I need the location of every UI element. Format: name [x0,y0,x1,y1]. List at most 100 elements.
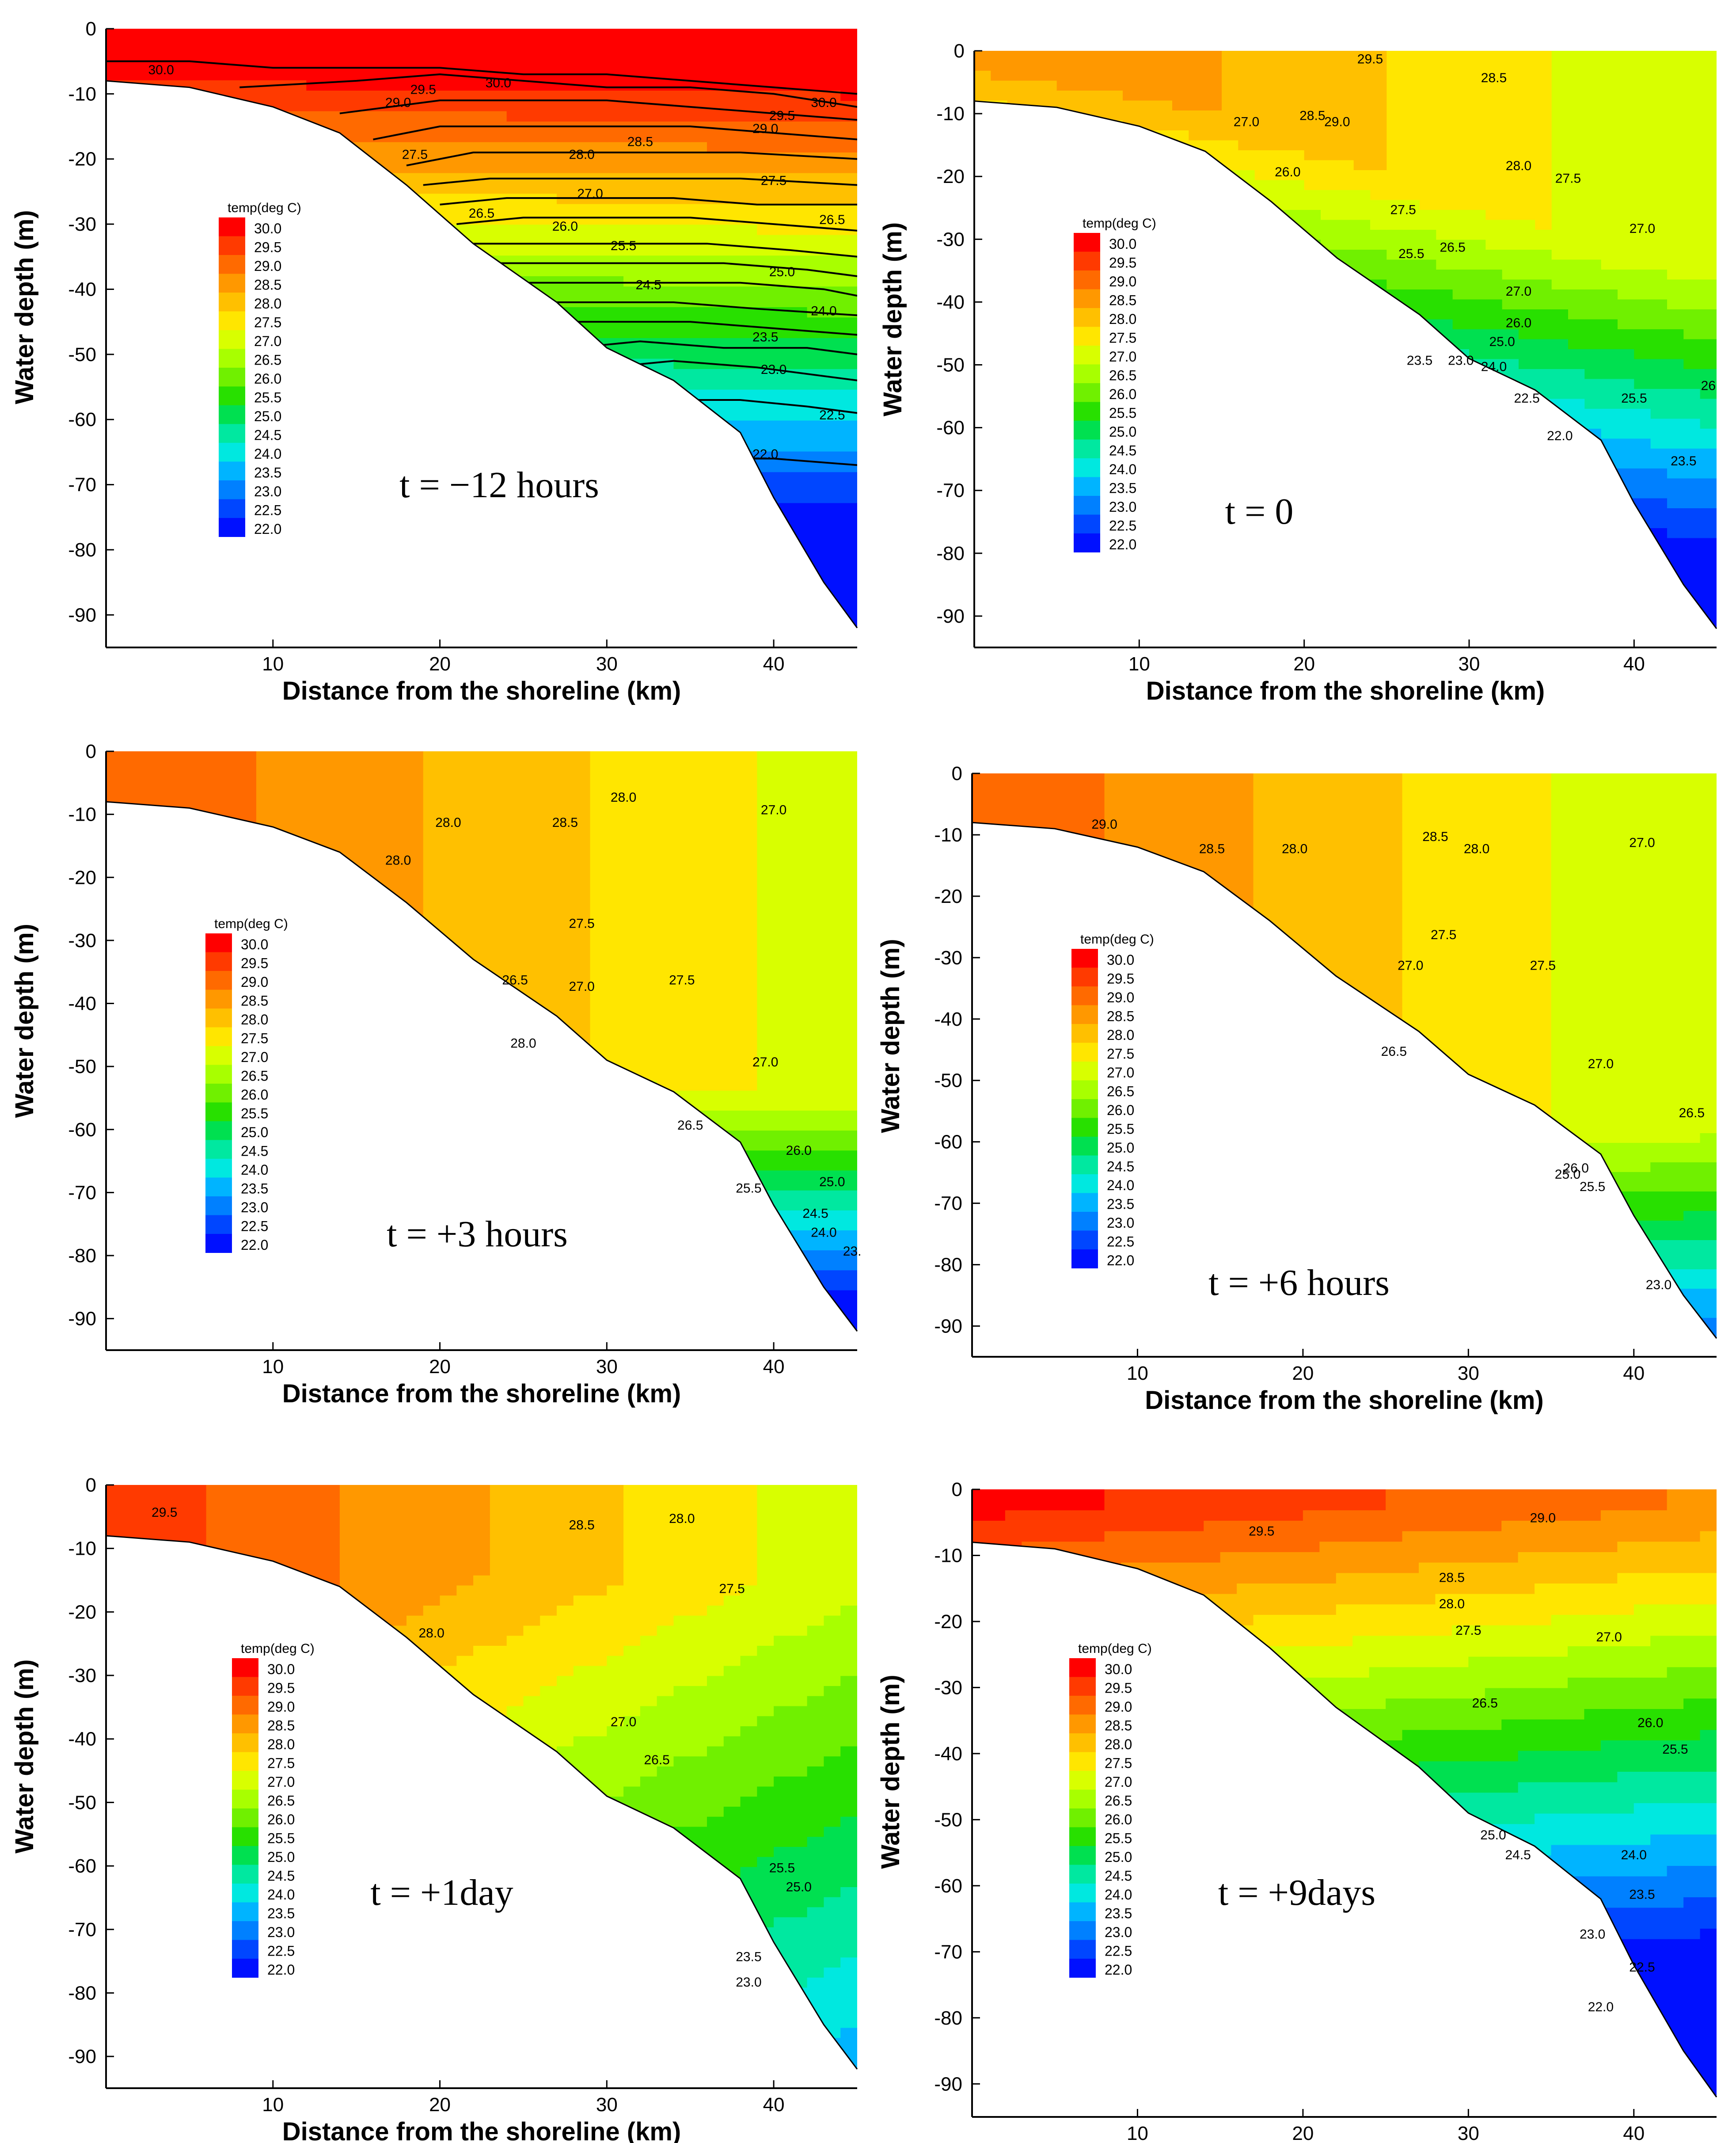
field-cell [1155,240,1173,250]
field-cell [1304,598,1321,608]
field-cell [490,225,507,236]
field-cell [256,544,274,555]
field-cell [740,369,758,380]
field-cell [707,451,724,462]
field-cell [373,338,391,349]
field-cell [657,183,674,194]
field-cell [1288,468,1305,479]
field-cell [1189,80,1206,91]
field-cell [1238,240,1255,250]
field-cell [1024,339,1041,350]
field-cell [1222,369,1239,380]
field-cell [506,348,524,359]
field-cell [1436,588,1453,598]
field-cell [1403,369,1420,380]
field-cell [156,627,174,628]
field-cell [356,286,374,297]
field-cell [1056,80,1074,91]
field-cell [1337,419,1354,429]
field-cell [373,327,391,339]
field-cell [573,132,591,143]
field-cell [824,389,841,400]
field-cell [256,49,274,60]
field-cell [1403,200,1420,210]
field-cell [1205,319,1222,330]
field-cell [173,596,190,607]
field-cell [373,379,391,390]
field-cell [1551,468,1569,479]
field-cell [1288,638,1304,648]
field-cell [824,606,841,617]
field-cell [1271,379,1288,389]
field-cell [590,266,608,277]
field-cell [289,338,307,349]
field-cell [406,555,424,566]
field-cell [189,70,207,81]
field-cell [1353,259,1371,270]
field-cell [1040,608,1057,618]
field-cell [1040,429,1057,439]
field-cell [356,225,374,236]
field-cell [456,575,474,586]
field-cell [1452,468,1470,479]
field-cell [1304,568,1321,579]
field-cell [723,575,741,586]
field-cell [156,29,174,40]
field-cell [306,235,324,246]
field-cell [1106,180,1123,190]
field-cell [623,183,641,194]
field-cell [1353,180,1371,190]
field-cell [440,49,457,60]
field-cell [1205,588,1222,598]
field-cell [1420,220,1437,230]
field-cell [1337,200,1354,210]
field-cell [173,441,190,452]
field-cell [590,637,608,648]
field-cell [1420,498,1437,509]
field-cell [790,235,808,246]
field-cell [1056,498,1074,509]
field-cell [1387,379,1404,389]
field-cell [122,431,140,442]
field-cell [490,637,507,648]
field-cell [540,225,557,236]
field-cell [1353,170,1371,181]
field-cell [991,638,1007,648]
field-cell [974,588,991,598]
field-cell [557,245,574,256]
field-cell [1353,548,1371,559]
field-cell [607,132,624,143]
field-cell [974,71,991,81]
field-cell [590,513,608,524]
field-cell [1420,468,1437,479]
field-cell [1502,71,1519,81]
field-cell [1172,329,1189,340]
field-cell [1271,160,1288,171]
field-cell [1123,80,1140,91]
field-cell [991,449,1008,459]
field-cell [607,389,624,400]
field-cell [1139,250,1156,260]
field-cell [106,297,123,308]
field-cell [323,348,340,359]
field-cell [390,297,407,308]
field-cell [239,132,257,143]
field-cell [640,142,657,153]
field-cell [406,524,424,535]
field-cell [356,183,374,194]
field-cell [122,534,140,545]
field-cell [440,142,457,153]
field-cell [1353,190,1371,201]
field-cell [1024,638,1041,648]
field-cell [122,225,140,236]
field-cell [156,617,174,628]
field-cell [1452,419,1470,429]
field-cell [1139,190,1156,201]
field-cell [1502,478,1519,489]
field-cell [473,637,490,648]
field-cell [289,524,307,535]
field-cell [1106,150,1123,161]
field-cell [1090,200,1107,210]
field-cell [1321,299,1338,310]
field-cell [1502,449,1519,459]
